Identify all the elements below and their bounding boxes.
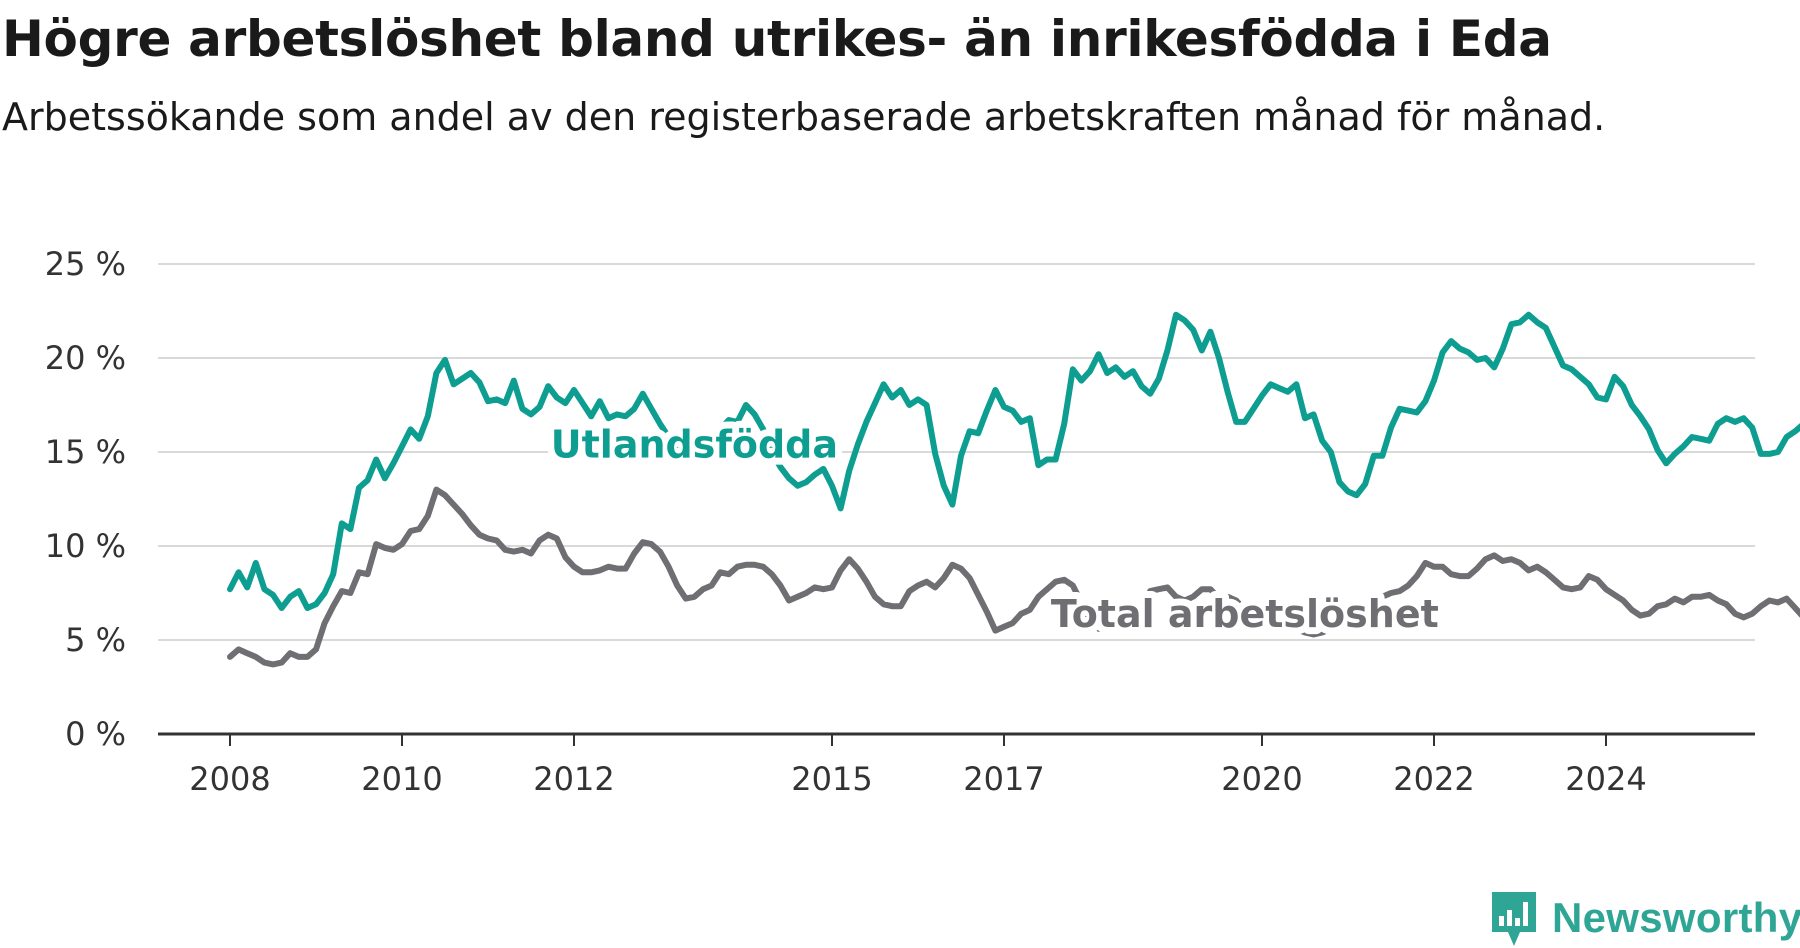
chart-subtitle: Arbetssökande som andel av den registerb… [2,95,1606,139]
x-tick-label: 2017 [963,760,1044,798]
y-axis-ticks: 0 % 5 % 10 % 15 % 20 % 25 % [45,245,126,753]
x-tick-label: 2024 [1565,760,1646,798]
x-tick-label: 2012 [533,760,614,798]
series-lines [227,311,1800,668]
y-tick-label: 0 % [65,715,126,753]
series-line-utlandsfodda [227,311,1800,611]
x-tick-label: 2008 [189,760,270,798]
series-label-total: Total arbetslöshet [1051,592,1439,636]
y-tick-label: 20 % [45,339,126,377]
y-tick-label: 25 % [45,245,126,283]
y-tick-label: 5 % [65,621,126,659]
brand-name: Newsworthy [1552,894,1800,941]
x-tick-label: 2010 [361,760,442,798]
brand-logo[interactable]: Newsworthy [1490,888,1800,948]
x-tick-label: 2022 [1393,760,1474,798]
y-tick-label: 10 % [45,527,126,565]
y-tick-label: 15 % [45,433,126,471]
x-tick-label: 2015 [791,760,872,798]
x-axis: 2008 2010 2012 2015 2017 2020 2022 2024 [158,732,1755,798]
newsworthy-logo-icon [1492,892,1536,946]
x-tick-label: 2020 [1221,760,1302,798]
chart-title: Högre arbetslöshet bland utrikes- än inr… [2,10,1552,68]
series-label-utlandsfodda: Utlandsfödda [551,423,838,467]
series-line-total [227,486,1800,668]
